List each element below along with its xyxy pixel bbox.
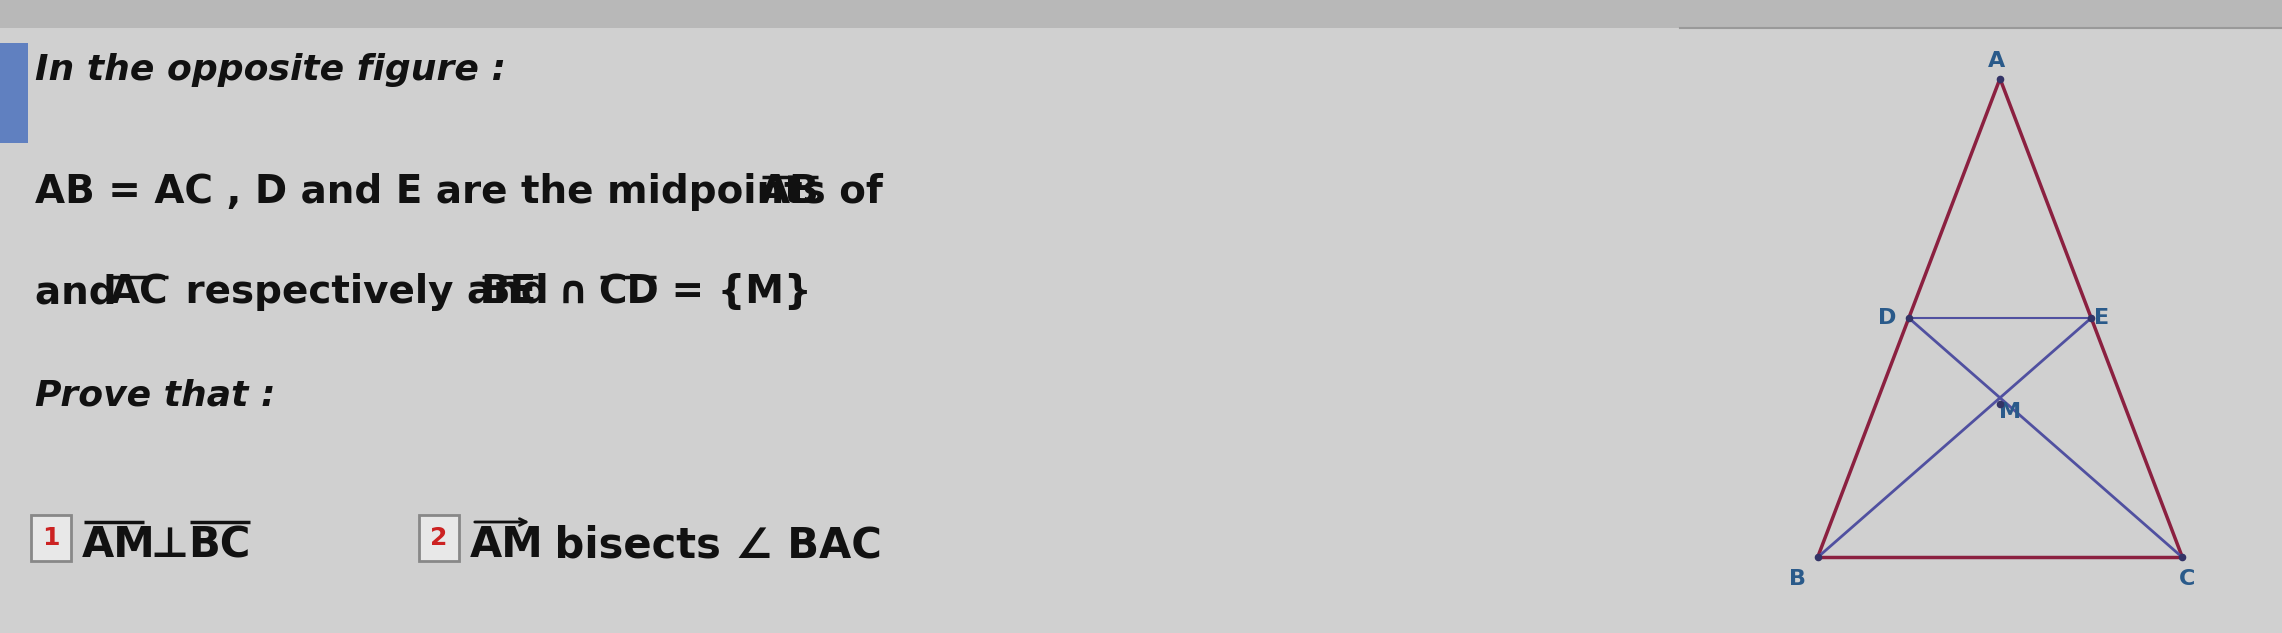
Text: E: E xyxy=(2093,308,2109,328)
FancyBboxPatch shape xyxy=(0,43,27,143)
Text: 1: 1 xyxy=(43,526,59,550)
Text: BC: BC xyxy=(187,524,251,566)
Text: ⊥: ⊥ xyxy=(151,524,187,566)
Text: A: A xyxy=(1988,51,2006,71)
Text: and: and xyxy=(34,273,130,311)
Bar xyxy=(0,0,2282,28)
Text: BE: BE xyxy=(479,273,536,311)
Text: AB: AB xyxy=(760,173,819,211)
Point xyxy=(2072,313,2109,323)
FancyBboxPatch shape xyxy=(32,515,71,561)
Text: AC: AC xyxy=(110,273,169,311)
Text: C: C xyxy=(2179,570,2195,589)
Text: M: M xyxy=(1999,401,2022,422)
Text: AM: AM xyxy=(470,524,543,566)
FancyBboxPatch shape xyxy=(420,515,459,561)
Point xyxy=(2163,553,2200,563)
Text: B: B xyxy=(1789,570,1805,589)
Text: bisects ∠ BAC: bisects ∠ BAC xyxy=(541,524,881,566)
Text: = {M}: = {M} xyxy=(657,273,812,311)
Text: AM: AM xyxy=(82,524,155,566)
Point xyxy=(1889,313,1926,323)
Text: respectively and: respectively and xyxy=(171,273,561,311)
Text: CD: CD xyxy=(598,273,659,311)
Point xyxy=(1981,398,2017,408)
Text: In the opposite figure :: In the opposite figure : xyxy=(34,53,507,87)
Text: Prove that :: Prove that : xyxy=(34,378,276,412)
Text: D: D xyxy=(1878,308,1896,328)
Text: AB = AC , D and E are the midpoints of: AB = AC , D and E are the midpoints of xyxy=(34,173,897,211)
Point xyxy=(1798,553,1835,563)
Point xyxy=(1981,73,2017,84)
Text: ∩: ∩ xyxy=(543,273,602,311)
Text: 2: 2 xyxy=(431,526,447,550)
